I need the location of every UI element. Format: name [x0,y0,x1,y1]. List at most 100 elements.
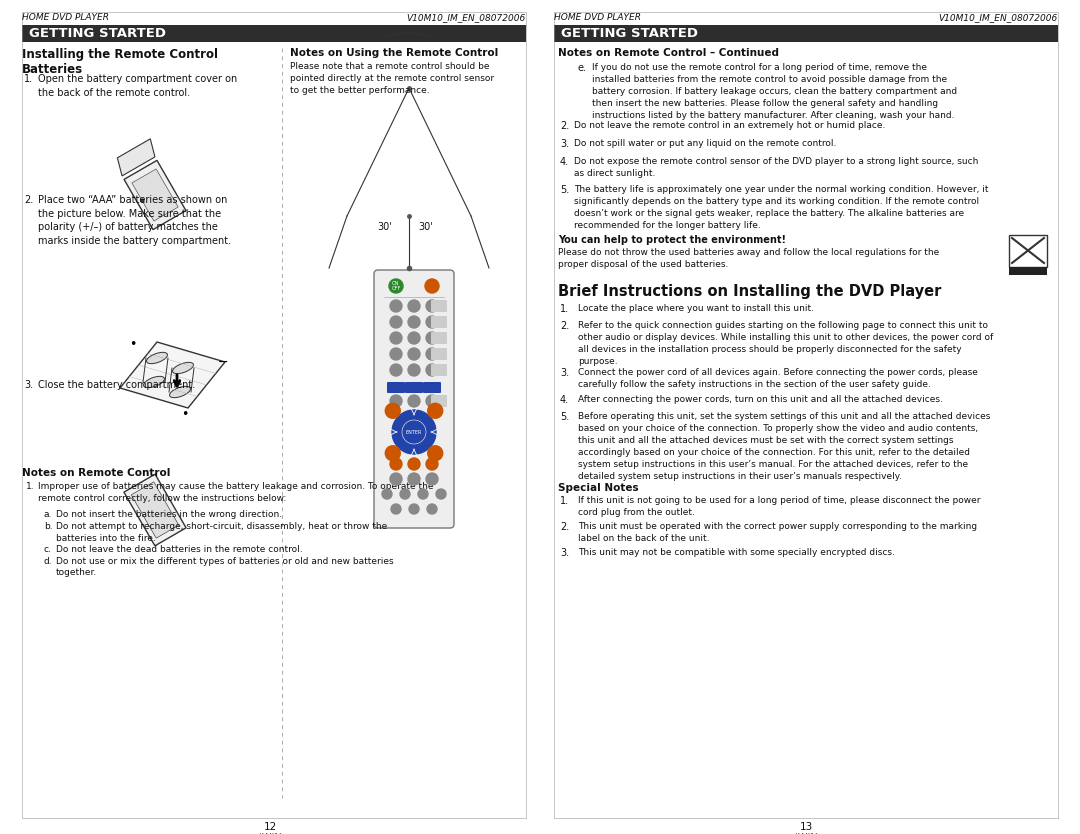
Circle shape [426,279,438,293]
Circle shape [408,316,420,328]
Circle shape [426,316,438,328]
FancyBboxPatch shape [431,364,447,376]
Text: Do not use or mix the different types of batteries or old and new batteries
toge: Do not use or mix the different types of… [56,556,393,577]
Text: Do not leave the dead batteries in the remote control.: Do not leave the dead batteries in the r… [56,545,302,554]
Text: 1.: 1. [26,482,35,491]
Circle shape [428,445,443,460]
Text: HOME DVD PLAYER: HOME DVD PLAYER [554,13,642,22]
Text: 5.: 5. [561,185,569,195]
FancyBboxPatch shape [387,382,405,393]
Text: www.jWIN.com: www.jWIN.com [770,833,842,834]
Text: a.: a. [44,510,52,519]
Text: Notes on Remote Control – Continued: Notes on Remote Control – Continued [558,48,779,58]
Circle shape [400,489,410,499]
Text: c.: c. [44,545,52,554]
Text: 3.: 3. [561,548,569,558]
Text: Refer to the quick connection guides starting on the following page to connect t: Refer to the quick connection guides sta… [578,321,994,366]
Circle shape [426,395,438,407]
Circle shape [426,332,438,344]
Circle shape [390,364,402,376]
Circle shape [408,364,420,376]
FancyBboxPatch shape [1009,267,1047,275]
Text: Improper use of batteries may cause the battery leakage and corrosion. To operat: Improper use of batteries may cause the … [38,482,433,503]
Text: Do not attempt to recharge, short-circuit, disassembly, heat or throw the
batter: Do not attempt to recharge, short-circui… [56,522,388,543]
Text: •: • [181,408,189,421]
Text: d.: d. [44,556,53,565]
FancyBboxPatch shape [431,300,447,312]
Ellipse shape [144,376,164,388]
Text: 12: 12 [264,822,276,832]
Text: 2.: 2. [561,522,569,532]
Circle shape [390,348,402,360]
FancyBboxPatch shape [405,382,423,393]
Polygon shape [120,342,225,408]
Circle shape [390,316,402,328]
Circle shape [390,300,402,312]
Text: Do not leave the remote control in an extremely hot or humid place.: Do not leave the remote control in an ex… [573,121,886,130]
Text: You can help to protect the environment!: You can help to protect the environment! [558,235,786,245]
Circle shape [386,404,401,419]
FancyBboxPatch shape [431,316,447,328]
Circle shape [408,395,420,407]
Circle shape [403,421,426,443]
Text: GETTING STARTED: GETTING STARTED [561,27,698,40]
Text: V10M10_IM_EN_08072006: V10M10_IM_EN_08072006 [939,13,1058,22]
Text: This unit must be operated with the correct power supply corresponding to the ma: This unit must be operated with the corr… [578,522,977,543]
Circle shape [426,364,438,376]
Text: Place two “AAA” batteries as shown on
the picture below. Make sure that the
pola: Place two “AAA” batteries as shown on th… [38,195,231,246]
Text: Locate the place where you want to install this unit.: Locate the place where you want to insta… [578,304,814,313]
Ellipse shape [170,386,190,398]
FancyBboxPatch shape [423,382,441,393]
Polygon shape [132,482,179,538]
Text: Please note that a remote control should be
pointed directly at the remote contr: Please note that a remote control should… [291,62,495,95]
Text: 30': 30' [418,222,433,232]
Circle shape [390,332,402,344]
Polygon shape [132,169,178,221]
Circle shape [408,300,420,312]
Circle shape [427,504,437,514]
Circle shape [426,300,438,312]
Circle shape [436,489,446,499]
Text: 2.: 2. [24,195,33,205]
Text: 1.: 1. [24,74,33,84]
Text: Connect the power cord of all devices again. Before connecting the power cords, : Connect the power cord of all devices ag… [578,368,977,389]
FancyBboxPatch shape [22,25,526,42]
Text: 3.: 3. [561,368,569,378]
Circle shape [426,473,438,485]
Text: •: • [130,338,137,351]
Circle shape [428,404,443,419]
Circle shape [409,504,419,514]
Circle shape [408,332,420,344]
Text: 1.: 1. [561,304,569,314]
Circle shape [391,504,401,514]
Text: ENTER: ENTER [406,430,422,435]
Text: 4.: 4. [561,395,569,405]
Circle shape [426,348,438,360]
Circle shape [408,473,420,485]
Circle shape [408,458,420,470]
Polygon shape [124,160,186,229]
Text: b.: b. [44,522,53,531]
Text: Installing the Remote Control
Batteries: Installing the Remote Control Batteries [22,48,218,76]
Circle shape [390,458,402,470]
Polygon shape [118,138,154,176]
Text: Brief Instructions on Installing the DVD Player: Brief Instructions on Installing the DVD… [558,284,942,299]
Text: If this unit is not going to be used for a long period of time, please disconnec: If this unit is not going to be used for… [578,496,981,517]
FancyBboxPatch shape [554,25,1058,42]
Text: −: − [218,356,228,369]
Text: 30': 30' [377,222,392,232]
Text: ON
OFF: ON OFF [391,281,401,291]
Text: Do not spill water or put any liquid on the remote control.: Do not spill water or put any liquid on … [573,139,836,148]
FancyBboxPatch shape [431,395,447,407]
Ellipse shape [147,352,167,364]
Circle shape [426,458,438,470]
Text: 3.: 3. [24,380,33,390]
Text: V10M10_IM_EN_08072006: V10M10_IM_EN_08072006 [407,13,526,22]
Circle shape [386,445,401,460]
Circle shape [382,489,392,499]
Text: e.: e. [578,63,588,73]
FancyBboxPatch shape [431,332,447,344]
Text: Special Notes: Special Notes [558,483,638,493]
Text: Open the battery compartment cover on
the back of the remote control.: Open the battery compartment cover on th… [38,74,238,98]
Text: The battery life is approximately one year under the normal working condition. H: The battery life is approximately one ye… [573,185,988,230]
